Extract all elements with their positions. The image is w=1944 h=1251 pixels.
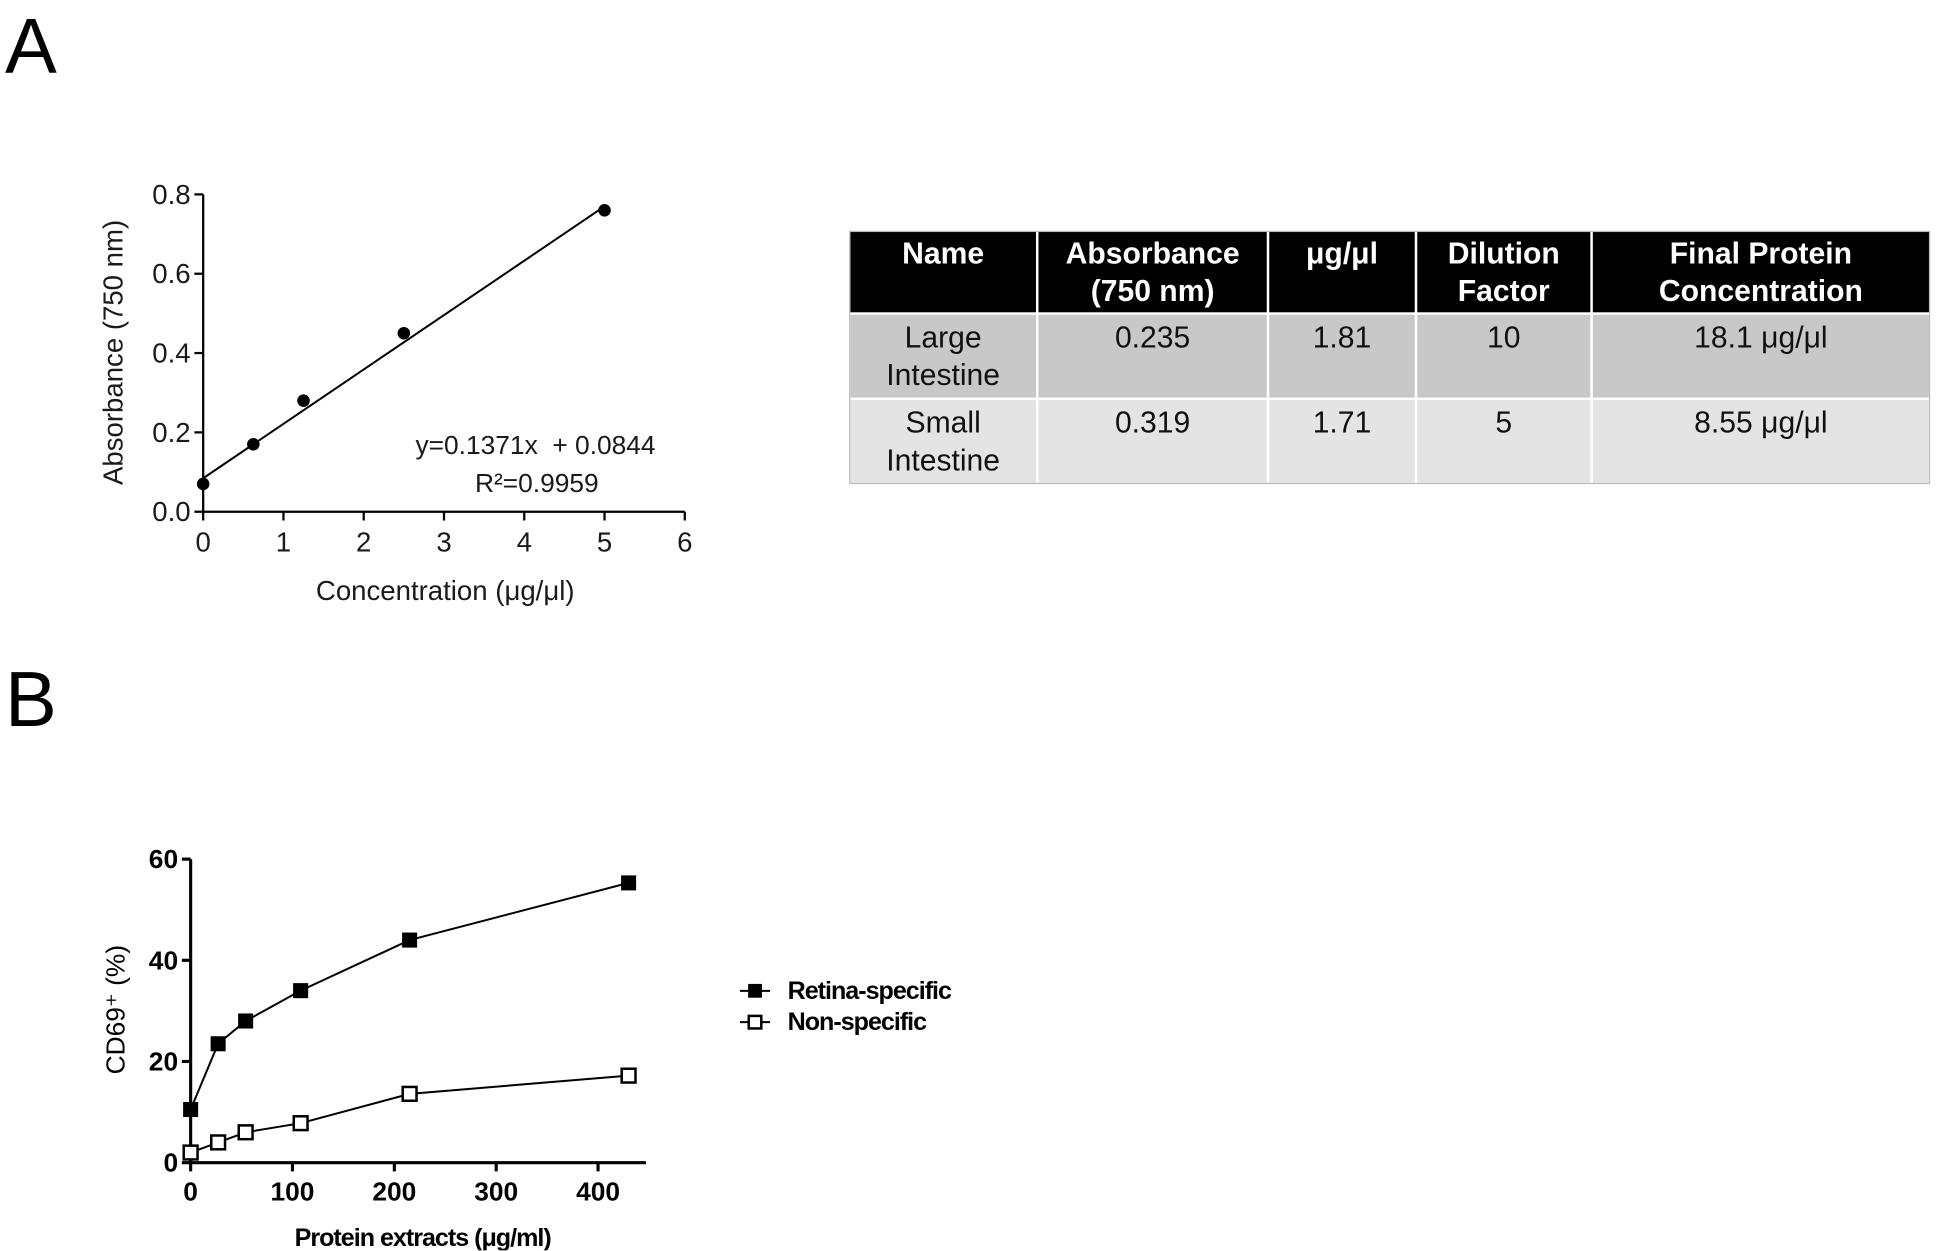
table-header-absorbance: Absorbance (750 nm) — [1038, 232, 1267, 313]
data-point-retina-specific — [621, 875, 637, 891]
x-tick-label: 1 — [276, 526, 291, 557]
table-header-name: Name — [850, 232, 1036, 313]
x-axis-title: Protein extracts (μg/ml) — [295, 1224, 552, 1251]
table-header-dilution-factor: Dilution Factor — [1417, 232, 1591, 313]
table-cell-name: Large Intestine — [850, 314, 1036, 398]
y-tick-label: 0.4 — [152, 338, 190, 369]
y-axis-title: CD69⁺ (%) — [100, 945, 130, 1074]
table-cell-ug-per-ul: 1.71 — [1269, 400, 1415, 483]
x-tick-label: 4 — [517, 526, 532, 557]
x-tick-label: 0 — [183, 1176, 198, 1206]
table-cell-ug-per-ul: 1.81 — [1269, 314, 1415, 398]
data-point-retina-specific — [210, 1036, 226, 1052]
data-point-retina-specific — [238, 1013, 254, 1029]
data-point-non-specific — [182, 1144, 199, 1161]
cd69-dose-response-chart: 0 20 40 60 0 100 200 300 400 Protein extracts (μg… — [100, 844, 953, 1251]
x-tick-label: 5 — [597, 526, 612, 557]
x-tick-label: 200 — [372, 1176, 416, 1206]
data-point — [598, 203, 611, 217]
y-tick-label: 0.2 — [152, 417, 190, 448]
y-tick-label: 20 — [149, 1046, 178, 1076]
protein-concentration-table: Name Absorbance (750 nm) μg/μl Dilution … — [849, 230, 1931, 485]
panel-a-label: A — [5, 3, 57, 91]
y-tick-label: 40 — [149, 945, 178, 975]
table-cell-final-concentration: 8.55 μg/μl — [1592, 400, 1929, 483]
data-point-non-specific — [620, 1067, 637, 1084]
data-point-non-specific — [292, 1115, 309, 1132]
fit-equation-label: y=0.1371x + 0.0844 — [416, 430, 656, 460]
x-tick-label: 300 — [474, 1176, 518, 1206]
data-point — [247, 438, 260, 451]
data-point — [397, 326, 411, 340]
data-point-retina-specific — [402, 932, 418, 948]
chart-legend: Retina-specific Non-specific — [739, 977, 953, 1036]
x-axis-title: Concentration (μg/μl) — [316, 575, 575, 606]
data-point — [297, 394, 310, 407]
table-header-final-concentration: Final Protein Concentration — [1592, 232, 1929, 313]
table-cell-dilution-factor: 5 — [1417, 400, 1591, 483]
x-tick-label: 0 — [196, 526, 211, 557]
table-cell-absorbance: 0.235 — [1038, 314, 1267, 398]
data-point-non-specific — [237, 1124, 254, 1141]
data-point-non-specific — [401, 1085, 418, 1102]
x-tick-label: 3 — [436, 526, 451, 557]
table-cell-name: Small Intestine — [850, 400, 1036, 483]
y-tick-label: 0 — [163, 1148, 178, 1178]
panel-b-label: B — [5, 657, 57, 744]
r-squared-label: R²=0.9959 — [475, 468, 599, 498]
y-tick-label: 0.6 — [152, 258, 190, 289]
data-point-non-specific — [209, 1134, 227, 1151]
legend-marker-retina-specific — [748, 983, 762, 998]
series-line-retina-specific — [189, 881, 629, 1110]
data-point-retina-specific — [293, 983, 309, 999]
x-tick-label: 100 — [271, 1176, 315, 1206]
legend-label: Non-specific — [788, 1008, 928, 1036]
legend-label: Retina-specific — [788, 977, 952, 1005]
table-cell-final-concentration: 18.1 μg/μl — [1592, 314, 1929, 398]
table-header-ug-per-ul: μg/μl — [1269, 232, 1415, 313]
linear-fit-line — [202, 205, 606, 480]
absorbance-standard-curve-chart: 0.0 0.2 0.4 0.6 0.8 0 1 2 3 4 5 6 Concentration (μg/… — [97, 179, 692, 606]
y-axis-title: Absorbance (750 nm) — [97, 220, 128, 485]
data-point-retina-specific — [183, 1102, 199, 1118]
table-cell-dilution-factor: 10 — [1417, 314, 1591, 398]
y-tick-label: 0.8 — [152, 179, 190, 210]
table-cell-absorbance: 0.319 — [1038, 400, 1267, 483]
x-tick-label: 2 — [356, 526, 371, 557]
y-tick-label: 60 — [149, 844, 178, 874]
x-tick-label: 6 — [677, 526, 692, 557]
y-tick-label: 0.0 — [152, 496, 190, 527]
data-point — [196, 477, 210, 491]
legend-marker-non-specific — [747, 1014, 763, 1030]
x-tick-label: 400 — [576, 1176, 620, 1206]
